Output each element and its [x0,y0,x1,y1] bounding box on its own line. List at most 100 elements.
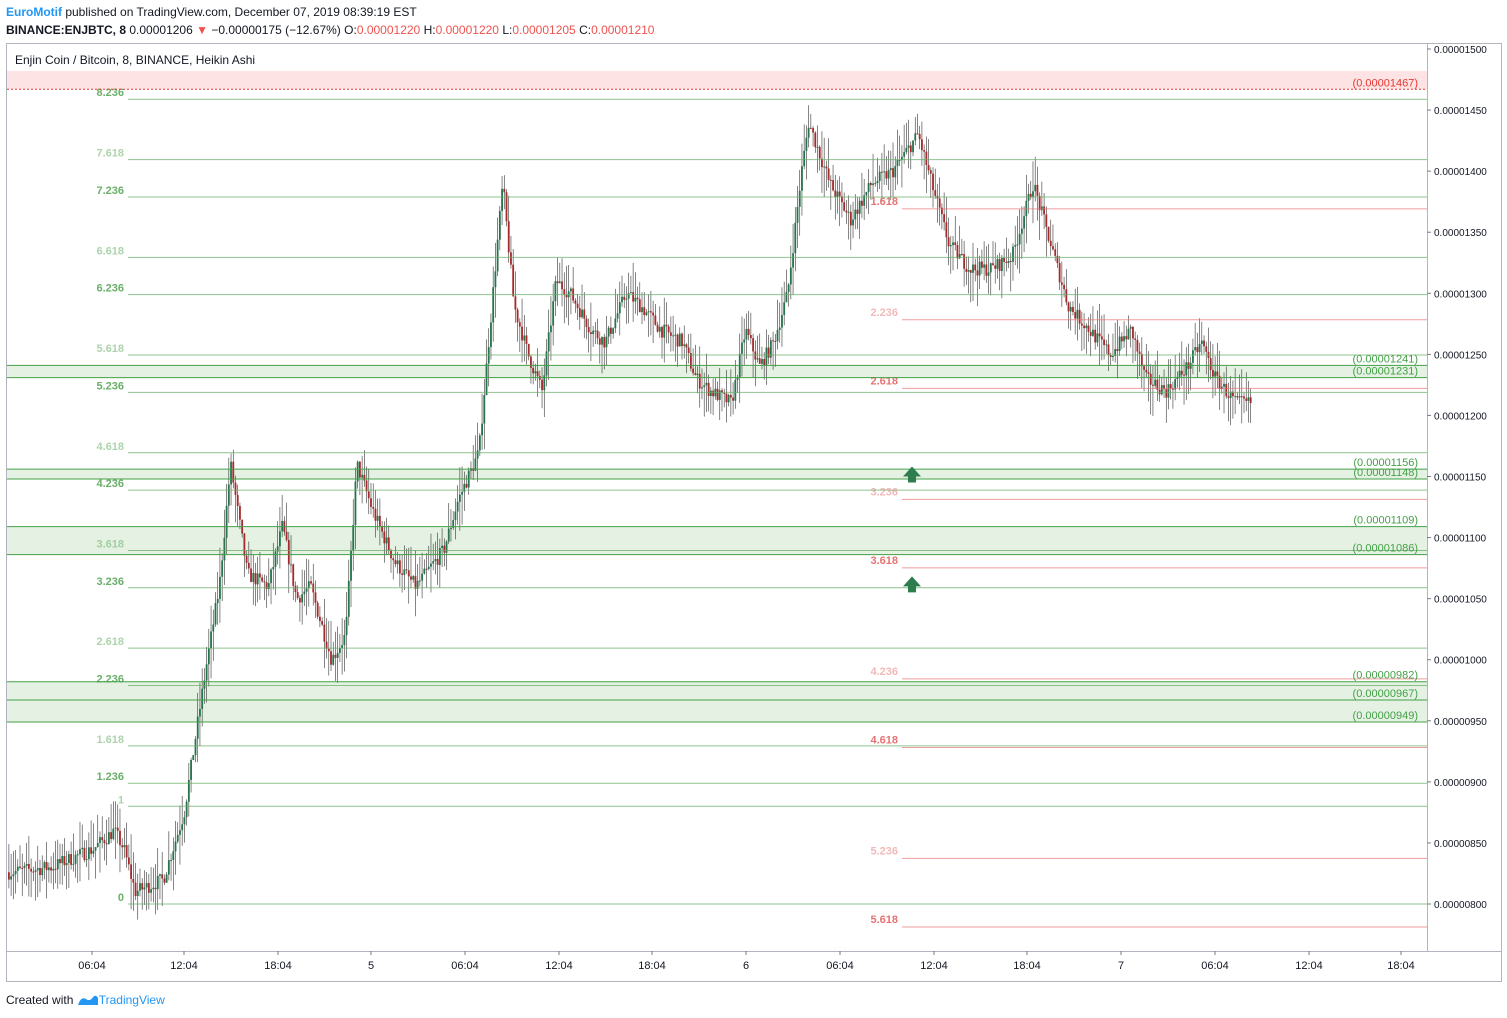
price-tick-label: 0.00001250 [1434,350,1487,361]
candle-body [978,261,981,276]
candle-body [341,645,344,648]
candle-body [596,330,599,339]
time-axis-frame [6,951,1502,982]
time-tick-label: 06:04 [78,960,106,972]
candle-body [1123,336,1125,342]
candle-body [403,569,406,575]
candle-body [963,254,966,269]
candle-body [1174,379,1177,390]
candle-body [914,133,917,141]
candle-body [299,597,301,603]
candle-body [1205,346,1208,352]
candle-body [1049,240,1052,247]
candle-body [418,580,421,582]
author-link[interactable]: EuroMotif [6,5,62,19]
candle-body [741,342,743,354]
candle-body [756,358,759,360]
candle-body [456,501,459,512]
candle-body [1112,355,1114,357]
candle-body [441,545,443,549]
chart-legend-title: Enjin Coin / Bitcoin, 8, BINANCE, Heikin… [15,53,255,67]
candle-body [225,505,228,538]
candle-body [1132,326,1134,339]
candle-body [263,581,266,583]
candle-body [56,859,59,870]
high-value: 0.00001220 [435,23,499,37]
candle-body [83,847,86,860]
candle-body [1243,396,1245,399]
candle-body [818,146,821,159]
candle-body [892,168,894,178]
candle-body [205,664,208,681]
candle-body [21,867,24,869]
candle-body [669,332,672,336]
candle-body [332,654,335,665]
candle-body [769,340,772,358]
candle-body [838,191,841,197]
candle-body [54,868,57,870]
candle-body [534,371,537,374]
candle-body [185,801,188,818]
candle-body [610,327,612,334]
candle-body [10,876,13,880]
candle-body [1043,206,1046,215]
candle-body [443,545,446,553]
candle-body [901,156,903,160]
candle-body [698,373,701,389]
candle-body [127,857,130,865]
candle-body [952,242,954,246]
tradingview-logo-icon[interactable] [77,994,99,1006]
candle-body [638,299,641,313]
candle-body [1020,228,1023,234]
candle-body [778,327,781,330]
candle-body [727,394,730,403]
fib-level-label: 7.618 [96,148,124,160]
candle-body [521,326,523,341]
candle-body [105,843,108,845]
zone-2 [7,469,1427,479]
candle-body [1149,373,1152,385]
candle-body [705,382,708,386]
candle-body [210,631,212,649]
candle-body [738,353,741,378]
candle-body [243,533,246,556]
candle-body [960,253,963,255]
candle-body [1063,284,1065,290]
candle-body [221,560,224,577]
candle-body [410,576,412,580]
candle-body [36,868,39,871]
candle-body [1074,312,1077,319]
candle-body [1069,306,1072,312]
candle-body [696,373,699,375]
fib-level-label: 5.618 [96,343,124,355]
candle-body [356,461,359,482]
candle-body [685,344,688,348]
candle-body [1120,336,1123,342]
candle-body [101,837,104,841]
candle-body [330,651,332,665]
candle-body [398,560,401,574]
candle-body [885,171,888,179]
candle-body [956,245,959,259]
candle-body [576,303,579,309]
candle-body [763,359,766,366]
candle-body [336,652,339,658]
candle-body [798,190,801,207]
fib-level-label: 3.618 [870,555,898,567]
candle-body [1029,193,1032,198]
candle-body [292,564,295,586]
arrow-up-icon [903,576,921,593]
candle-body [450,527,452,529]
candle-body [1034,184,1037,192]
fib-level-label: 6.236 [96,283,124,295]
candle-body [881,171,883,173]
candle-body [1127,328,1130,340]
tradingview-link[interactable]: TradingView [98,993,165,1007]
fib-level-label: 3.236 [96,576,124,588]
candle-body [1147,372,1150,374]
candle-body [816,146,819,148]
price-line-label: (0.00000949) [1353,710,1418,722]
candle-body [363,474,366,481]
candle-body [1138,351,1141,354]
